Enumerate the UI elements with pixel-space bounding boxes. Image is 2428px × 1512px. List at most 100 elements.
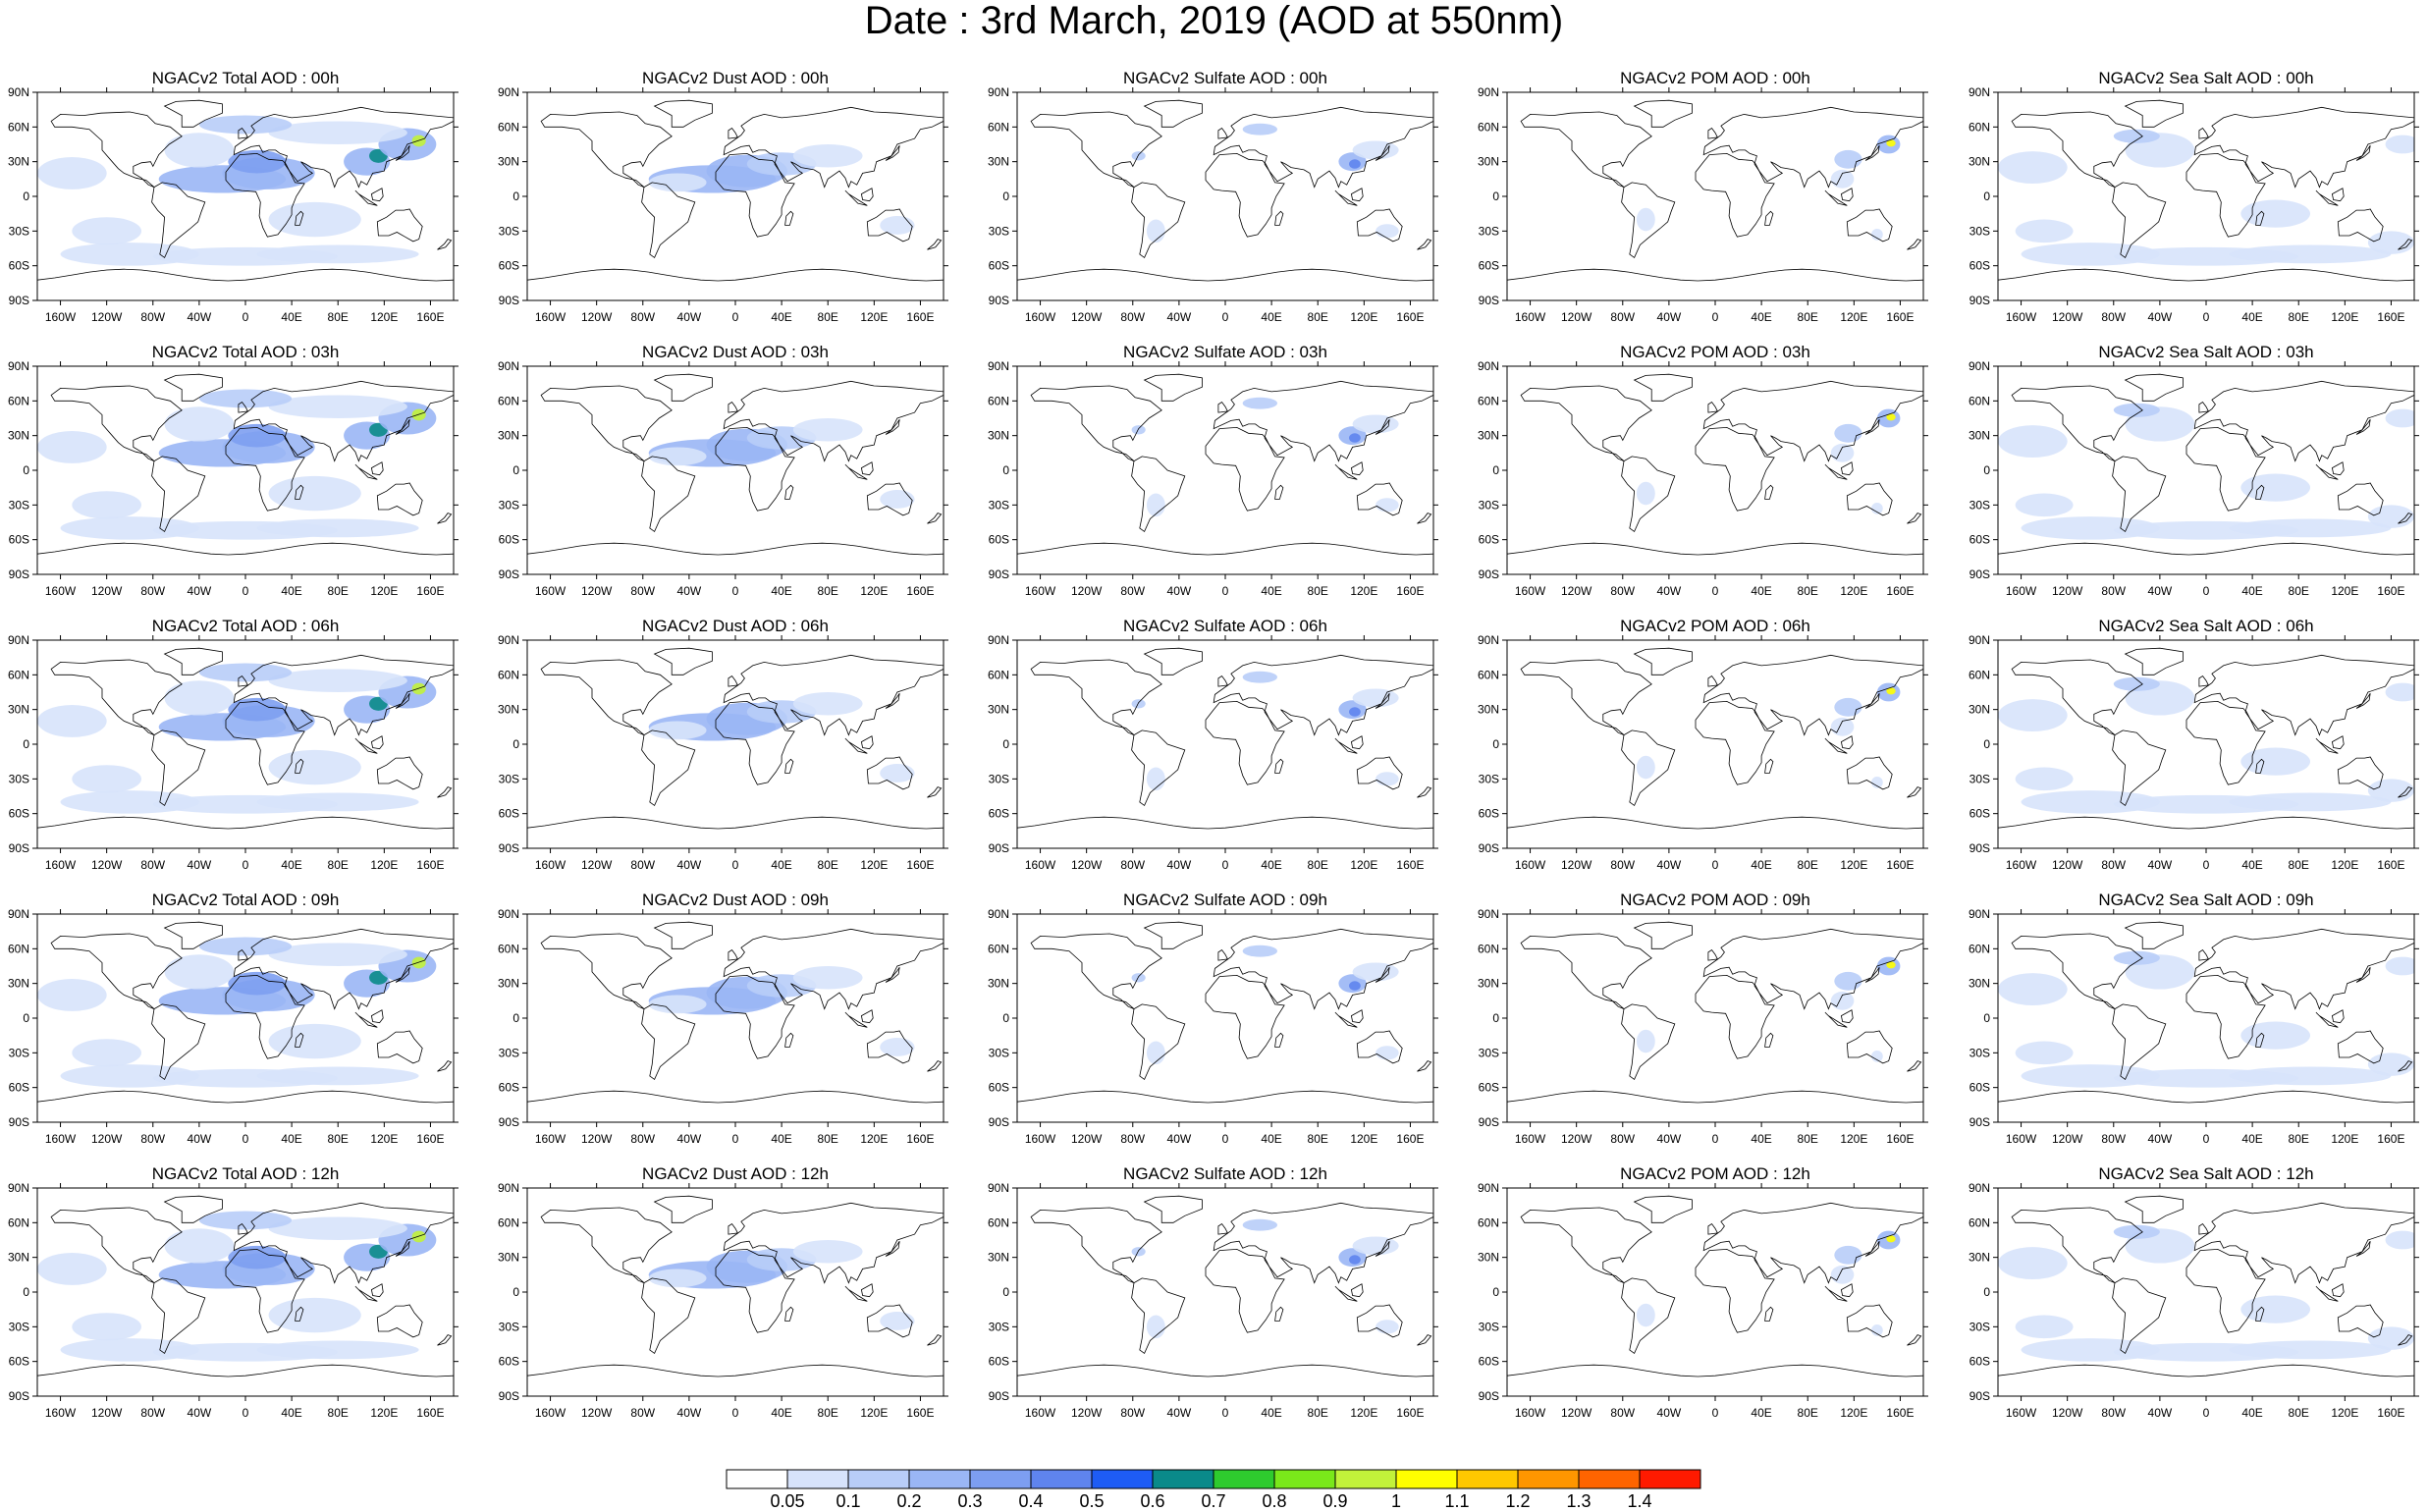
coastline <box>728 401 739 413</box>
lon-label: 40E <box>1751 584 1771 598</box>
map-svg: 90N 60N 30N 0 30S 60S 90S 160W 120W 80W 40W 0 40E 80E… <box>988 907 1438 1146</box>
aod-plume <box>256 792 419 812</box>
coastline <box>163 1195 223 1223</box>
lat-label: 90N <box>8 85 29 99</box>
lat-label: 30N <box>1478 703 1499 717</box>
lon-label: 80W <box>140 310 165 324</box>
lon-label: 0 <box>1712 858 1719 872</box>
lon-label: 40E <box>2241 1132 2262 1146</box>
aod-plume <box>198 389 293 408</box>
lat-label: 90S <box>9 1115 29 1129</box>
lat-label: 30N <box>498 977 519 991</box>
lon-label: 80E <box>1308 1406 1328 1420</box>
coastline <box>1695 152 1775 238</box>
lat-label: 30S <box>1969 772 1990 785</box>
map-panel-dust-row2: NGACv2 Dust AOD : 06h 90N 60N 30N 0 30S 60S 90S… <box>490 617 981 882</box>
lon-label: 40E <box>2241 858 2262 872</box>
coastline <box>1633 647 1693 675</box>
aod-plume <box>1636 481 1655 506</box>
lon-label: 40E <box>1261 584 1281 598</box>
lon-label: 40E <box>1751 1406 1771 1420</box>
lat-label: 90S <box>499 841 519 855</box>
coastline <box>354 737 378 754</box>
coastline <box>2337 1304 2384 1338</box>
map-background <box>1507 914 1923 1122</box>
coastline <box>1143 373 1203 402</box>
coastline <box>1907 513 1922 524</box>
map-panel-total-row2: NGACv2 Total AOD : 06h 90N 60N 30N 0 30S 60S 90… <box>0 617 491 882</box>
lat-label: 90S <box>989 841 1009 855</box>
map-svg: 90N 60N 30N 0 30S 60S 90S 160W 120W 80W 40W 0 40E 80E… <box>1478 85 1928 324</box>
lon-label: 160E <box>416 858 444 872</box>
coastline <box>1274 1306 1284 1322</box>
aod-plume <box>37 704 107 737</box>
lat-label: 90N <box>1969 1181 1990 1195</box>
lat-label: 30S <box>1479 1046 1499 1059</box>
coastline <box>2124 1195 2184 1223</box>
map-background <box>527 640 944 848</box>
lat-label: 0 <box>1983 737 1990 751</box>
lon-label: 40W <box>677 310 702 324</box>
coastline <box>1707 1222 1719 1235</box>
coastline <box>927 513 943 524</box>
lon-label: 80W <box>1120 584 1145 598</box>
coastline <box>395 144 410 161</box>
lon-label: 80E <box>1798 858 1818 872</box>
coastline <box>1205 426 1285 512</box>
coastline <box>1633 373 1693 402</box>
coastline <box>2355 966 2371 983</box>
coastline <box>1217 675 1229 687</box>
map-svg: 90N 60N 30N 0 30S 60S 90S 160W 120W 80W 40W 0 40E 80E… <box>8 359 459 598</box>
lat-label: 60S <box>989 807 1009 821</box>
aod-plume <box>268 121 407 144</box>
coastline <box>295 758 304 774</box>
coastline <box>784 758 794 774</box>
antarctica-coastline <box>1507 542 1923 556</box>
lon-label: 120E <box>2331 858 2358 872</box>
lon-label: 120W <box>91 584 123 598</box>
aod-plume <box>268 1216 407 1240</box>
aod-plume <box>268 395 407 418</box>
aod-plume <box>1352 1236 1399 1256</box>
lon-label: 160W <box>535 584 567 598</box>
coastline <box>723 106 944 189</box>
colorbar-swatch <box>1517 1469 1580 1489</box>
coastline <box>1520 659 1652 735</box>
lat-label: 0 <box>1492 189 1499 203</box>
lon-label: 120W <box>581 584 613 598</box>
lat-label: 90N <box>498 359 519 373</box>
lat-label: 90N <box>498 85 519 99</box>
lon-label: 40E <box>281 310 301 324</box>
lat-label: 90N <box>1478 85 1499 99</box>
coastline <box>370 735 384 750</box>
lon-label: 160E <box>416 584 444 598</box>
colorbar-label: 0.3 <box>957 1491 982 1511</box>
coastline <box>1205 974 1285 1059</box>
lat-label: 30S <box>1479 1320 1499 1333</box>
lat-label: 30N <box>988 155 1009 169</box>
map-svg: 90N 60N 30N 0 30S 60S 90S 160W 120W 80W 40W 0 40E 80E… <box>8 85 459 324</box>
panel-title: NGACv2 Sea Salt AOD : 12h <box>2098 1164 2314 1183</box>
lon-label: 120E <box>2331 1406 2358 1420</box>
coastline <box>927 1060 943 1072</box>
lat-label: 30N <box>1478 1251 1499 1265</box>
coastline <box>2124 647 2184 675</box>
lat-label: 30N <box>988 977 1009 991</box>
coastline <box>2355 418 2371 435</box>
coastline <box>728 127 739 139</box>
coastline <box>1764 1032 1774 1048</box>
panel-title: NGACv2 POM AOD : 00h <box>1620 69 1810 87</box>
lat-label: 60N <box>1969 394 1990 407</box>
lon-label: 40E <box>1751 1132 1771 1146</box>
coastline <box>1764 484 1774 500</box>
coastline <box>295 484 304 500</box>
lon-label: 40E <box>281 858 301 872</box>
lat-label: 30N <box>1969 1251 1990 1265</box>
coastline <box>1824 189 1848 206</box>
lon-label: 80W <box>630 858 655 872</box>
aod-plume <box>2229 1066 2392 1086</box>
coastline <box>238 1222 249 1235</box>
lat-label: 60S <box>1479 259 1499 273</box>
map-svg: 90N 60N 30N 0 30S 60S 90S 160W 120W 80W 40W 0 40E 80E… <box>498 85 948 324</box>
coastline <box>641 182 696 259</box>
